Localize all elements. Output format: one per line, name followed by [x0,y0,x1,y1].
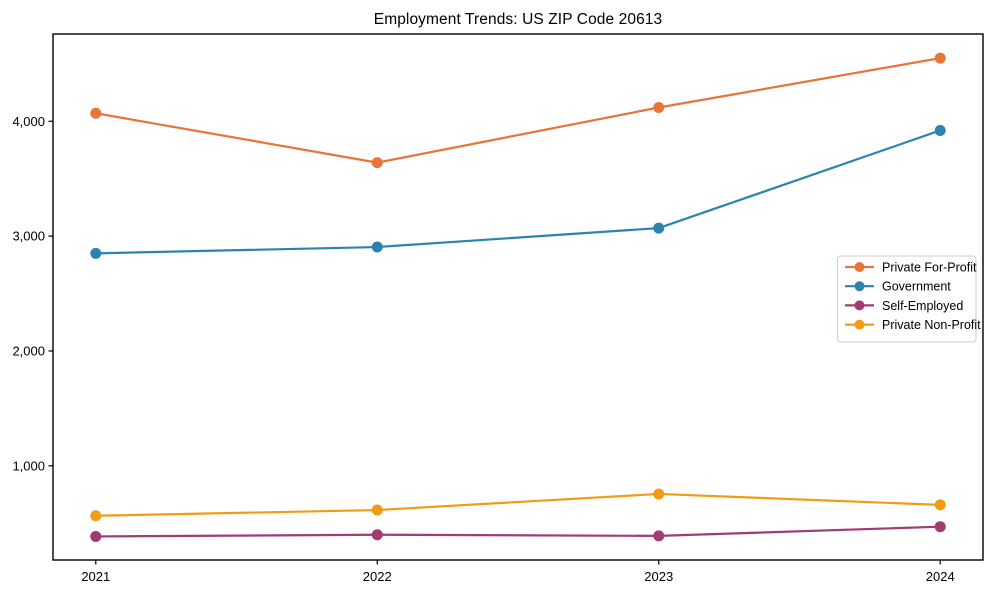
x-tick-label: 2023 [644,569,673,584]
x-tick-label: 2022 [363,569,392,584]
y-tick-label: 1,000 [12,458,45,473]
data-point-private-non-profit [90,510,102,522]
series-line-self-employed [94,525,942,538]
legend-box [837,255,977,343]
legend-label: Private Non-Profit [882,318,981,332]
legend-label: Government [882,280,951,294]
x-tick-label: 2024 [926,569,955,584]
legend-marker [854,281,865,292]
data-point-self-employed [934,521,946,533]
x-tick-label: 2021 [81,569,110,584]
data-point-government [934,124,946,136]
plot-frame [52,33,984,561]
data-point-government [90,247,102,259]
y-tick-label: 2,000 [12,343,45,358]
y-tick-label: 4,000 [12,114,45,129]
legend-label: Private For-Profit [882,261,977,275]
data-point-self-employed [90,530,102,542]
data-point-private-for-profit [90,107,102,119]
legend-marker [854,262,865,272]
legend-marker [854,300,865,311]
data-point-self-employed [371,529,383,541]
data-point-private-for-profit [934,52,946,64]
data-point-private-non-profit [371,504,383,516]
data-point-private-for-profit [653,102,665,114]
data-point-private-non-profit [934,499,946,511]
series-line-private-for-profit [94,57,942,164]
y-tick-label: 3,000 [12,229,45,244]
data-point-government [653,222,665,234]
legend-label: Self-Employed [882,299,963,313]
series-line-government [94,129,942,255]
chart-title: Employment Trends: US ZIP Code 20613 [373,11,663,28]
data-point-private-for-profit [371,157,383,169]
legend: Private For-Profit Government Self-Employe… [837,255,981,343]
legend-marker [854,319,865,330]
series-line-private-non-profit [94,492,942,517]
data-point-self-employed [653,530,665,542]
data-point-government [371,241,383,253]
data-point-private-non-profit [653,488,665,500]
